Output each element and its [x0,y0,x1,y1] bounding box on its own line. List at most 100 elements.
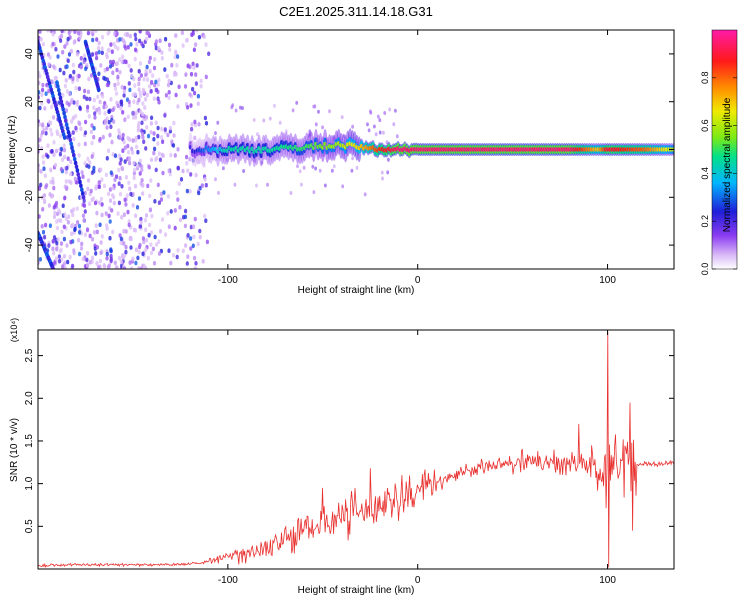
spectrogram-noise-cell [94,30,98,34]
spectrogram-noise-cell [116,81,120,86]
spectrogram-noise-cell [108,198,113,203]
spectrogram-noise-cell [71,263,75,269]
spectrogram-noise-cell [262,118,266,123]
spectrogram-noise-cell [144,97,148,102]
spectrogram-noise-cell [156,133,160,139]
spectrogram-noise-cell [48,223,53,228]
spectrogram-noise-cell [298,169,302,174]
spectrogram-noise-cell [367,128,371,133]
spectrogram-noise-cell [171,143,176,148]
spectrogram-noise-cell [193,119,197,125]
spectrogram-noise-cell [95,55,99,61]
spectrogram-noise-cell [380,170,384,175]
spectrogram-noise-cell [60,229,64,235]
spectrogram-noise-cell [128,33,132,39]
spectrogram-noise-cell [111,107,115,113]
spectrogram-noise-cell [161,139,165,144]
spectrogram-noise-cell [100,46,104,51]
spectrogram-noise-cell [109,247,113,252]
spectrogram-noise-cell [141,101,145,106]
snr-y-multiplier: (x10⁴) [9,318,19,342]
spectrogram-noise-cell [122,241,126,246]
spectrogram-noise-cell [87,114,91,119]
spectrogram-noise-cell [74,85,78,91]
spectrogram-streak-cell [51,266,55,269]
spectrogram-noise-cell [192,65,196,71]
spectrogram-streak-cell [64,122,69,127]
spectrogram-noise-cell [192,234,196,240]
spectrogram-noise-cell [102,263,106,268]
spectrogram-noise-cell [66,36,70,42]
spectrogram-noise-cell [93,200,98,206]
spectrogram-noise-cell [143,105,147,110]
spectrogram-noise-cell [115,67,119,73]
spectrogram-streak-cell [67,133,72,139]
spectrogram-noise-cell [156,182,160,188]
spectrogram-noise-cell [144,68,148,74]
spectrogram-noise-cell [169,209,173,214]
spectrogram-noise-cell [196,101,200,107]
spectrogram-noise-cell [101,94,105,99]
spectrogram-noise-cell [144,227,148,232]
spectrogram-noise-cell [119,99,123,105]
spectrogram-noise-cell [382,130,385,135]
spectrogram-noise-cell [98,99,102,105]
spectrogram-noise-cell [157,46,161,51]
spectrogram-noise-cell [190,32,194,38]
spectrogram-marks [38,30,674,269]
colorbar-tick-label: 0.8 [700,72,710,85]
spectrogram-noise-cell [47,243,51,248]
spectrogram-noise-cell [134,260,138,266]
spectrogram-noise-cell [61,264,65,269]
spectrogram-noise-cell [173,225,177,231]
spectrogram-noise-cell [185,161,189,166]
spectrogram-noise-cell [44,222,48,228]
spectrogram-noise-cell [61,92,65,98]
spectrogram-noise-cell [142,77,146,82]
spectrogram-noise-cell [109,42,113,47]
spectrogram-noise-cell [184,243,188,248]
spectrogram-noise-cell [137,244,142,250]
spectrogram-noise-cell [193,135,197,141]
spectrogram-noise-cell [90,154,94,159]
spectrogram-noise-cell [166,211,170,216]
spectrogram-noise-cell [157,239,161,244]
spectrogram-noise-cell [44,91,48,96]
spectrogram-noise-cell [191,61,195,67]
spectrogram-noise-cell [127,150,131,155]
spectrogram-noise-cell [217,190,220,195]
spectrogram-noise-cell [109,170,113,175]
spectrogram-streak-cell [59,99,64,105]
spectrogram-streak-cell [68,137,73,143]
spectrogram-noise-cell [138,158,142,164]
spectrogram-noise-cell [186,105,190,110]
spectrogram-noise-cell [139,266,143,269]
spectrogram-noise-cell [189,236,193,241]
spectrogram-noise-cell [54,46,58,52]
spectrogram-noise-cell [266,182,269,187]
spectrogram-noise-cell [167,95,171,101]
spectrogram-noise-cell [174,92,178,98]
spectrogram-noise-cell [152,96,156,101]
spectrogram-noise-cell [204,42,208,47]
spectrogram-noise-cell [100,50,104,56]
spectrogram-noise-cell [41,229,46,235]
spectrogram-noise-cell [69,48,73,54]
spectrogram-noise-cell [82,53,86,58]
spectrogram-streak-cell [74,164,79,170]
spectrogram-noise-cell [116,103,120,109]
spectrogram-noise-cell [98,110,102,115]
spectrogram-noise-cell [135,205,140,210]
spectrogram-noise-cell [113,153,118,158]
snr-ytick-label: 1.5 [24,434,35,448]
spectrogram-noise-cell [63,44,67,49]
spectrogram-noise-cell [55,225,60,231]
spectrogram-noise-cell [62,236,66,242]
spectrogram-noise-cell [111,59,115,65]
spectrogram-noise-cell [118,191,123,197]
spectrogram-noise-cell [54,148,59,154]
spectrogram-noise-cell [127,222,131,228]
spectrogram-noise-cell [152,137,156,142]
spectrogram-noise-cell [381,176,384,181]
spectrogram-noise-cell [138,171,142,176]
